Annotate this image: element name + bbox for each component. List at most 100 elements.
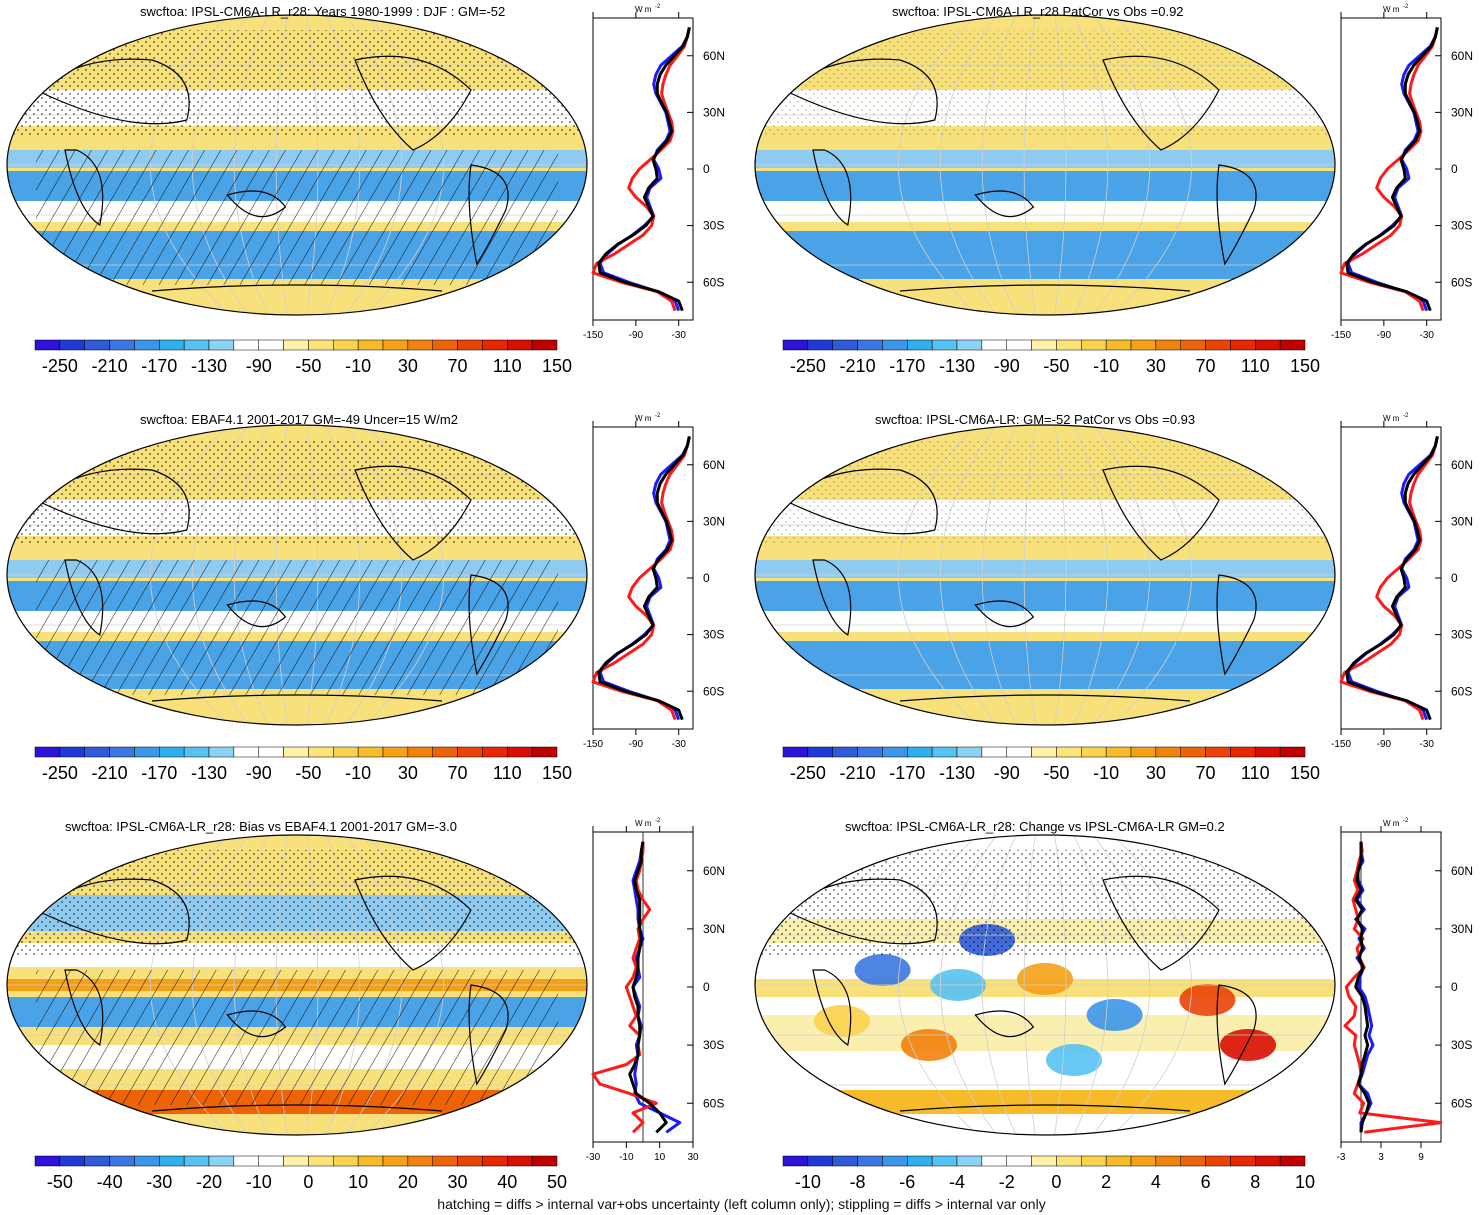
colorbar-swatch [382,1155,409,1167]
colorbar-swatch [907,746,933,758]
colorbar-tick-label: 70 [1196,763,1216,783]
colorbar-swatch [782,746,809,758]
colorbar-tick-label: -10 [1093,763,1119,783]
profile-xtick-label: -90 [1377,739,1392,750]
profile-line-obs [1339,436,1439,721]
map-border [6,834,588,1136]
colorbar-swatch [34,746,61,758]
profile-xtick-label: -10 [619,1152,634,1163]
hatching [36,560,558,695]
hatching [36,150,558,285]
colorbar-swatch [134,746,160,758]
colorbar-swatch [407,339,433,351]
colorbar-tick-label: 20 [398,1172,418,1192]
profile-unit-exponent: -2 [1403,818,1409,824]
colorbar-tick-label: 4 [1151,1172,1161,1192]
colorbar-tick-label: 30 [448,1172,468,1192]
colorbar-tick-label: 150 [542,763,572,783]
colorbar-swatch [283,339,309,351]
colorbar-swatch [183,746,210,758]
colorbar-swatch [208,746,235,758]
panel-title: swcftoa: IPSL-CM6A-LR_r28 PatCor vs Obs … [892,4,1184,19]
colorbar-swatch [407,746,433,758]
map-anomaly [1017,963,1073,995]
profile-ytick-label: 60S [703,275,724,289]
profile-unit-label: W m [1383,819,1400,828]
colorbar-swatch [333,746,359,758]
colorbar-swatch [134,339,160,351]
colorbar-swatch [1255,339,1281,351]
continent-outline [782,878,938,945]
colorbar-tick-label: -250 [42,763,78,783]
colorbar-swatch [432,339,458,351]
panel-title: swcftoa: IPSL-CM6A-LR_r28: Bias vs EBAF4… [65,819,457,834]
colorbar-swatch [832,339,858,351]
map-anomaly [854,954,911,986]
profile-panel-6: W m -2 -3 3 9 60N 30N 0 30S 60S [1337,818,1473,1163]
stippling [755,30,1335,135]
profile-xtick-label: 9 [1418,1152,1424,1163]
colorbar-swatch [1081,339,1107,351]
colorbar-tick-label: -50 [1043,763,1069,783]
profile-unit-exponent: -2 [655,818,661,824]
colorbar-tick-label: -10 [345,763,371,783]
colorbar-swatch [482,339,508,351]
profile-ytick-label: 30S [1451,219,1472,233]
colorbar-swatch [283,746,309,758]
colorbar-1: -250 -210 -170 -130 -90 -50 -10 30 70 110 150 [34,339,572,376]
profile-unit-label: W m [1383,5,1400,14]
profile-ytick-label: 30N [703,105,725,119]
colorbar-swatch [931,339,958,351]
colorbar-swatch [159,746,185,758]
colorbar-tick-label: 110 [1241,763,1270,783]
colorbar-swatch [84,1155,110,1167]
continent-outline [468,574,509,676]
colorbar-tick-label: -130 [191,356,227,376]
colorbar-tick-label: 30 [398,763,418,783]
colorbar-swatch [1006,746,1032,758]
colorbar-tick-label: -250 [790,763,826,783]
map-panel-4: swcftoa: IPSL-CM6A-LR: GM=-52 PatCor vs … [754,412,1336,726]
colorbar-tick-label: 110 [493,763,522,783]
map-band [755,560,1335,578]
colorbar-tick-label: -6 [899,1172,915,1192]
profile-ytick-label: 60S [703,684,724,698]
colorbar-swatch [283,1155,309,1167]
profile-ytick-label: 60N [1451,864,1473,878]
colorbar-swatch [1279,746,1306,758]
colorbar-swatch [308,746,334,758]
colorbar-swatch [931,1155,958,1167]
profile-xtick-label: -90 [1377,330,1392,341]
colorbar-tick-label: -20 [196,1172,222,1192]
panel-title: swcftoa: IPSL-CM6A-LR_r28: Years 1980-19… [140,4,505,19]
colorbar-tick-label: 150 [1290,763,1320,783]
map-border [6,14,588,316]
map-band [755,150,1335,168]
stippling [7,30,587,135]
colorbar-swatch [981,339,1007,351]
map-anomaly [1086,999,1143,1031]
colorbar-2: -250 -210 -170 -130 -90 -50 -10 30 70 110 150 [782,339,1320,376]
profile-unit-label: W m [635,819,652,828]
colorbar-tick-label: -250 [42,356,78,376]
profile-panel-3: W m -2 -150 -90 -30 60N 30N 0 30S 60S [583,413,725,750]
colorbar-tick-label: -210 [840,356,876,376]
colorbar-swatch [59,1155,85,1167]
profile-ytick-label: 30N [1451,922,1473,936]
stippling [755,440,1335,545]
colorbar-tick-label: -130 [191,763,227,783]
profile-ytick-label: 0 [1451,571,1458,585]
map-band [755,201,1335,222]
continent-outline [354,875,472,971]
continent-outline [151,1104,443,1112]
colorbar-tick-label: -10 [345,356,371,376]
colorbar-swatch [1130,746,1157,758]
colorbar-swatch [1056,339,1082,351]
colorbar-tick-label: -2 [999,1172,1015,1192]
colorbar-swatch [782,339,809,351]
colorbar-swatch [1006,1155,1032,1167]
colorbar-tick-label: 30 [1146,763,1166,783]
continent-outline [899,694,1191,702]
stippling [7,850,587,955]
